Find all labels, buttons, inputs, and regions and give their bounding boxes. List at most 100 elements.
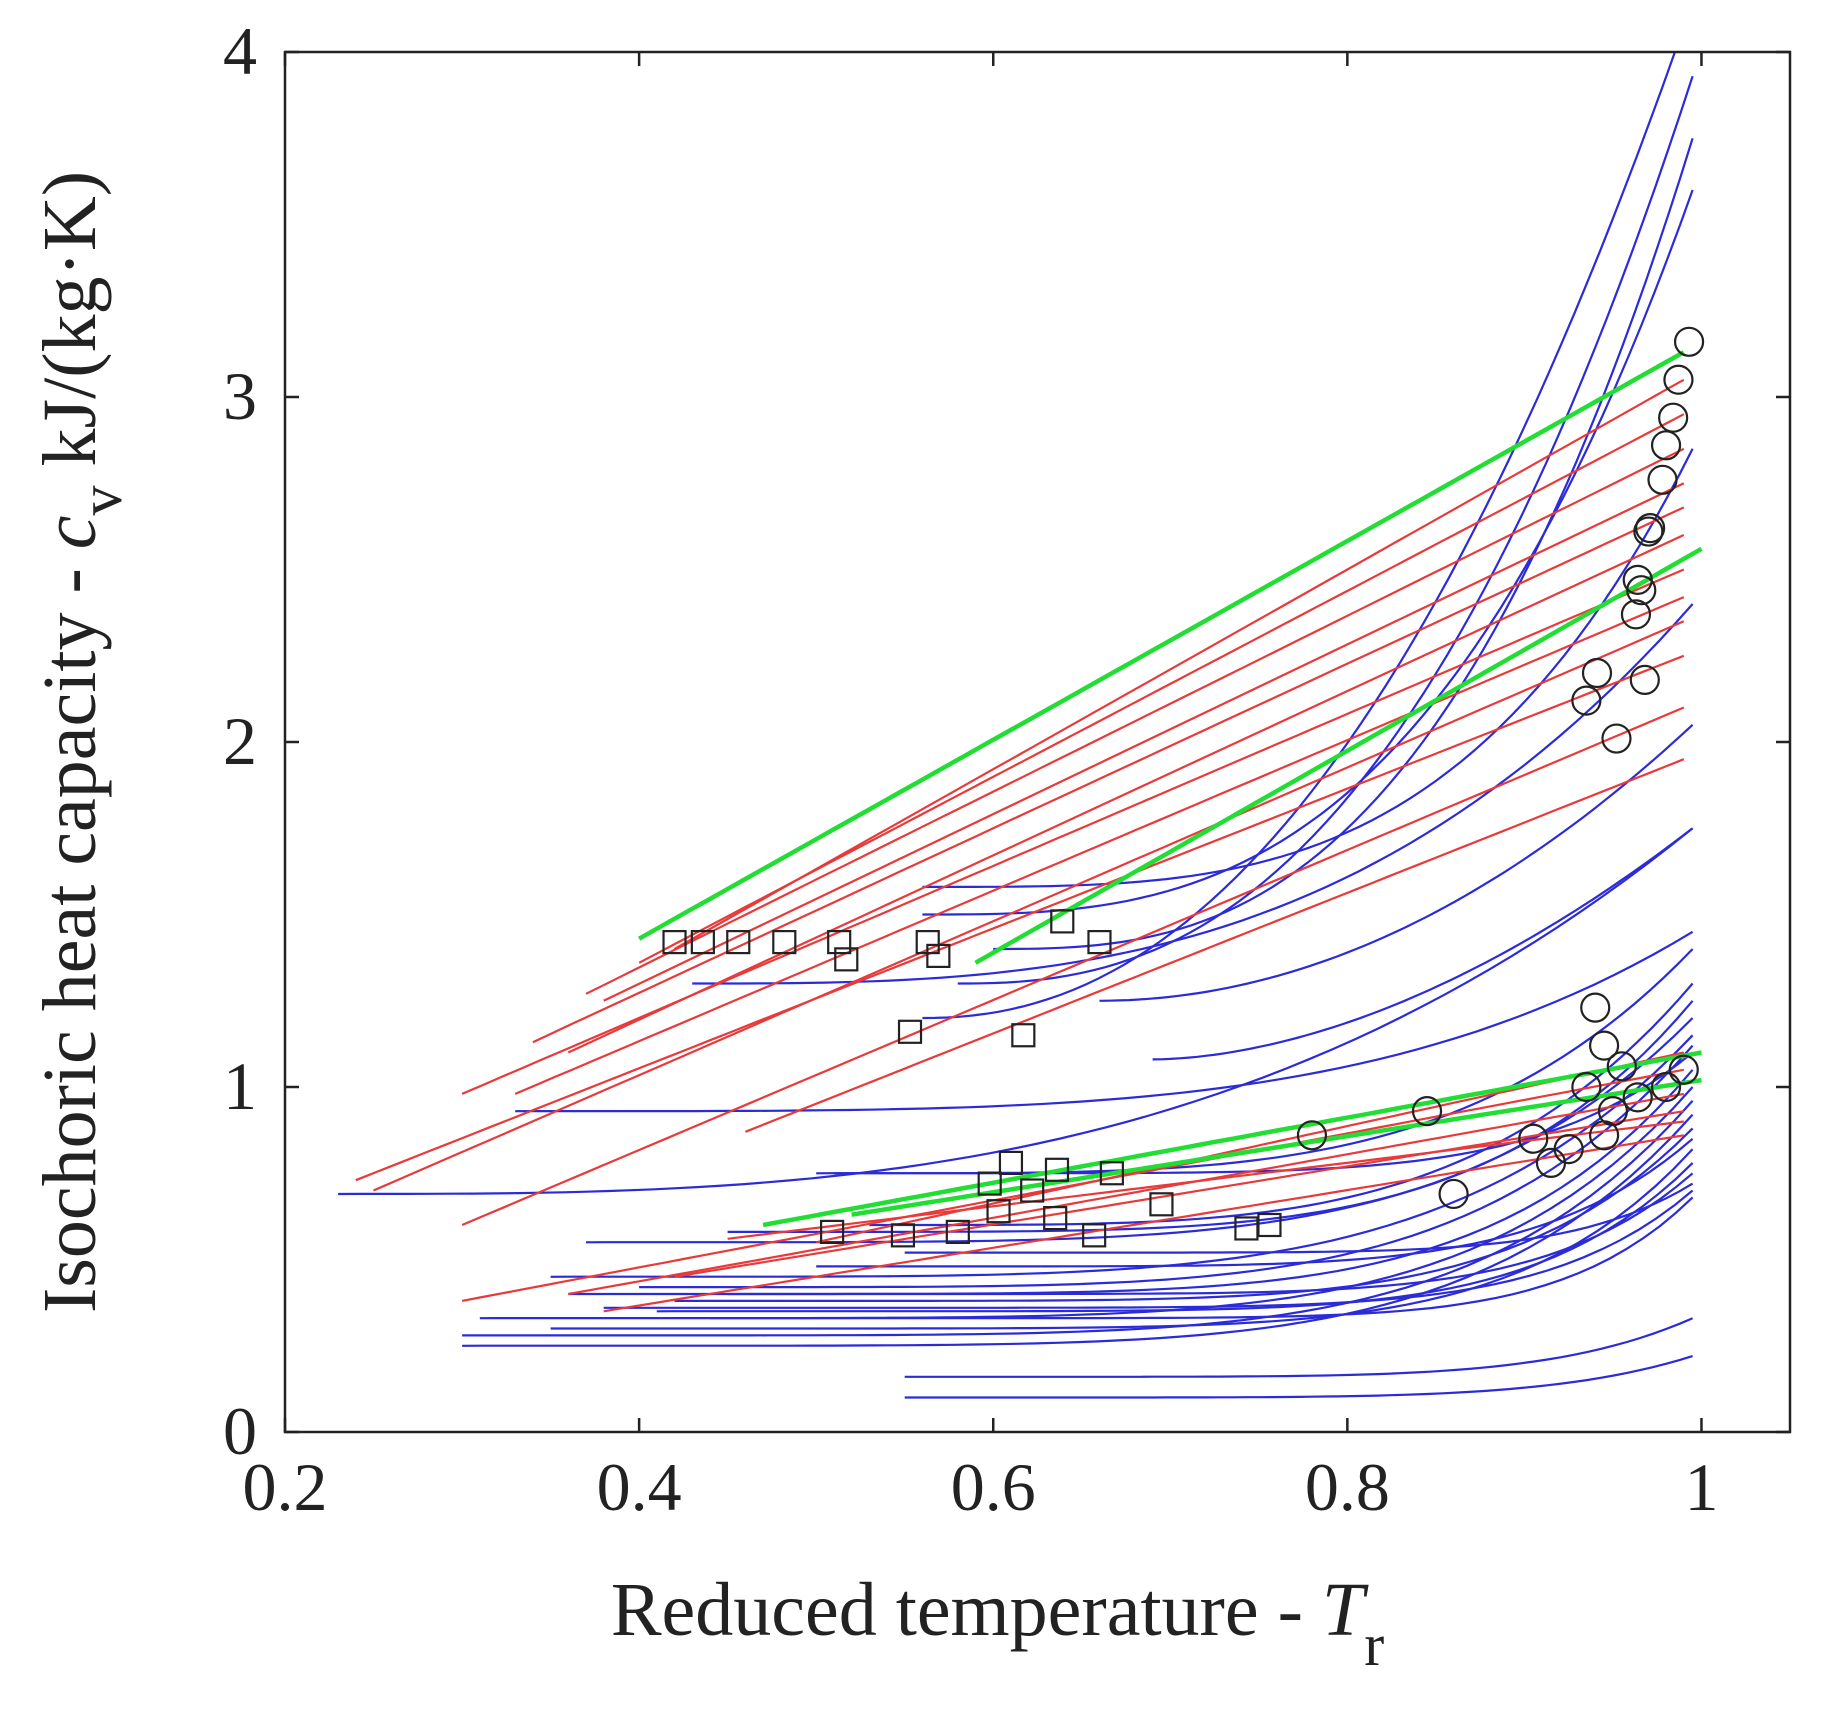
square-marker-3 (726, 929, 751, 955)
series-line-red-9 (373, 620, 1685, 1192)
series-line-blue-22 (816, 1137, 1694, 1268)
series-line-red-7 (461, 568, 1685, 1095)
square-marker-4 (772, 929, 797, 955)
x-axis-title-subscript: r (1364, 1612, 1384, 1678)
series-line-red-4 (603, 482, 1685, 1002)
series-line-blue-8 (1152, 827, 1694, 1061)
circle-marker-21 (1668, 1054, 1699, 1085)
x-axis-title-text: Reduced temperature - (611, 1568, 1322, 1652)
square-marker-24 (1149, 1192, 1174, 1217)
y-tick-label-2: 2 (223, 703, 257, 779)
y-axis-title-subscript: v (68, 485, 134, 515)
y-tick-label-4: 4 (223, 13, 257, 89)
x-tick-label-1: 0.4 (597, 1449, 682, 1525)
series-line-red-18 (603, 1134, 1684, 1313)
square-marker-5 (827, 929, 852, 955)
circle-marker-16 (1588, 1030, 1620, 1061)
square-marker-26 (1257, 1212, 1282, 1238)
series-line-red-6 (567, 534, 1685, 1054)
plot-frame (283, 50, 1792, 1434)
circle-marker-26 (1535, 1147, 1567, 1179)
circle-marker-11 (1581, 657, 1613, 689)
series-line-green-1 (637, 350, 1685, 941)
series-line-green-4 (851, 1077, 1702, 1217)
square-marker-22 (1082, 1223, 1107, 1248)
series-line-blue-30 (904, 1317, 1694, 1378)
square-marker-6 (834, 947, 859, 972)
series-line-blue-9 (338, 827, 1694, 1196)
series-line-green-2 (974, 546, 1703, 965)
plot-area (338, 52, 1705, 1399)
series-line-red-14 (461, 1068, 1685, 1302)
series-line-blue-7 (1099, 723, 1694, 1002)
series-line-blue-21 (674, 1127, 1694, 1303)
circle-marker-13 (1629, 664, 1660, 696)
square-marker-15 (945, 1219, 970, 1245)
series-line-red-15 (568, 1092, 1684, 1296)
square-marker-17 (998, 1150, 1024, 1176)
y-tick-label-3: 3 (223, 358, 257, 434)
y-axis-title-text: Isochoric heat capacity - (28, 549, 112, 1313)
circle-marker-1 (1673, 326, 1705, 357)
circle-marker-14 (1601, 723, 1632, 754)
x-tick-label-0: 0.2 (243, 1449, 328, 1525)
series-line-blue-28 (709, 1196, 1694, 1320)
series-line-red-17 (727, 1120, 1684, 1240)
series-line-red-8 (514, 596, 1685, 1095)
circle-marker-19 (1622, 1082, 1653, 1113)
circle-marker-17 (1606, 1051, 1637, 1082)
series-line-blue-20 (462, 1113, 1694, 1347)
series-line-green-3 (762, 1050, 1702, 1228)
circle-marker-18 (1571, 1071, 1602, 1103)
square-marker-1 (662, 929, 687, 955)
series-line-red-5 (532, 506, 1685, 1044)
series-line-blue-24 (656, 1162, 1694, 1313)
series-line-blue-26 (904, 1182, 1694, 1254)
circle-marker-6 (1635, 512, 1666, 544)
series-line-blue-27 (603, 1189, 1694, 1309)
circle-marker-12 (1571, 685, 1602, 716)
series-line-blue-16 (639, 1044, 1694, 1289)
series-line-red-16 (674, 1110, 1684, 1278)
x-tick-label-2: 0.6 (951, 1449, 1036, 1525)
circle-marker-3 (1658, 402, 1689, 433)
square-marker-10 (1087, 929, 1112, 955)
series-line-blue-12 (869, 982, 1694, 1227)
series-line-red-11 (461, 706, 1685, 1227)
x-axis-title: Reduced temperature - Tr (611, 1568, 1384, 1678)
series-line-blue-10 (515, 930, 1694, 1113)
series-line-blue-15 (550, 1034, 1694, 1278)
series-line-red-10 (355, 654, 1685, 1182)
square-marker-23 (1099, 1161, 1124, 1186)
circle-marker-10 (1620, 599, 1652, 630)
square-marker-16 (977, 1171, 1002, 1196)
square-marker-19 (1020, 1178, 1045, 1203)
circle-marker-5 (1647, 464, 1678, 495)
y-tick-label-1: 1 (223, 1048, 257, 1124)
circle-marker-2 (1663, 364, 1694, 395)
series-line-red-2 (638, 413, 1685, 964)
square-marker-9 (1050, 909, 1075, 934)
y-axis-ticks: 0 1 2 3 4 (223, 13, 1790, 1469)
square-marker-21 (1043, 1205, 1068, 1231)
circle-marker-9 (1626, 575, 1657, 606)
series-line-red-1 (673, 378, 1685, 950)
y-axis-title: Isochoric heat capacity - cv kJ/(kg·K) (28, 171, 134, 1313)
square-marker-18 (986, 1199, 1011, 1224)
square-marker-14 (890, 1223, 916, 1248)
circle-marker-27 (1411, 1096, 1443, 1127)
circle-marker-29 (1438, 1178, 1469, 1210)
x-tick-label-3: 0.8 (1305, 1449, 1390, 1525)
circle-marker-4 (1650, 430, 1682, 461)
y-axis-title-unit: kJ/(kg·K) (28, 171, 112, 486)
circle-marker-25 (1518, 1123, 1549, 1154)
square-marker-2 (690, 929, 715, 955)
x-axis-ticks: 0.2 0.4 0.6 0.8 1 (243, 52, 1718, 1525)
square-marker-12 (1011, 1023, 1036, 1048)
square-marker-8 (926, 943, 951, 969)
x-axis-title-symbol: T (1322, 1568, 1369, 1652)
y-tick-label-0: 0 (223, 1393, 257, 1469)
series-line-blue-25 (727, 1172, 1694, 1296)
circle-marker-15 (1580, 992, 1611, 1023)
